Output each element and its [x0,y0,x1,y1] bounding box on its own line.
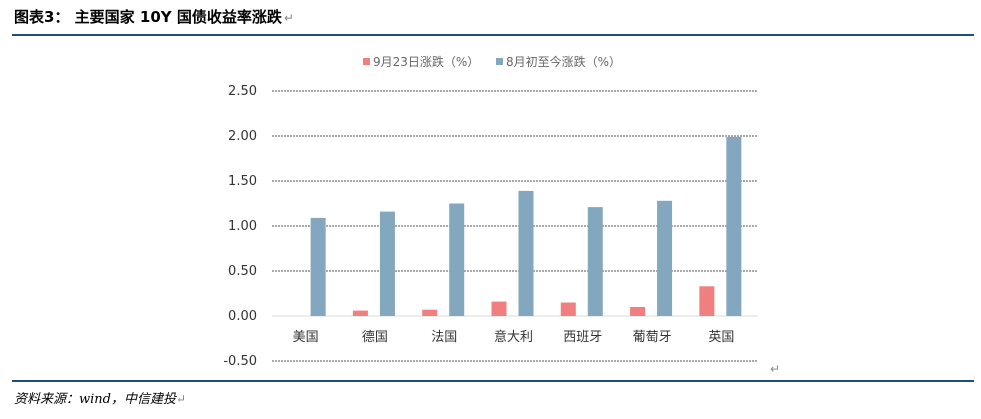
x-category-label: 葡萄牙 [633,330,672,345]
y-axis-labels: 2.50 2.00 1.50 1.00 0.50 0.00 -0.50 [223,84,257,369]
y-tick-label: 2.00 [228,129,257,144]
bar-series1 [352,310,368,316]
x-axis-labels: 美国 德国 法国 意大利 西班牙 葡萄牙 英国 [293,329,735,345]
legend-swatch [363,58,370,65]
legend-swatch [496,58,503,65]
x-category-label: 法国 [431,330,457,345]
bottom-rule [12,380,974,382]
legend-label: 9月23日涨跌（%） [373,54,479,69]
bar-series2 [379,211,395,316]
y-tick-label: 0.00 [228,309,257,324]
y-tick-label: -0.50 [223,354,257,369]
chart-legend: 9月23日涨跌（%） 8月初至今涨跌（%） [363,54,621,69]
top-rule [12,34,974,36]
x-category-label: 德国 [362,330,388,345]
bar-series1 [699,286,715,316]
end-return-mark: ↵ [770,362,781,376]
x-category-label: 西班牙 [563,330,602,345]
bar-series2 [587,207,603,316]
figure-title: 图表3： 主要国家 10Y 国债收益率涨跌 ↵ [14,6,294,27]
bar-series1 [560,302,576,316]
bar-series1 [630,307,646,316]
bar-series1 [491,301,507,316]
chart-grid [272,90,757,362]
y-tick-label: 1.00 [228,219,257,234]
y-tick-label: 0.50 [228,264,257,279]
bar-series2 [657,200,673,316]
x-category-label: 意大利 [494,329,533,345]
bar-series2 [449,203,465,316]
x-category-label: 英国 [708,330,734,345]
bar-series1 [422,309,438,316]
figure-title-text: 图表3： 主要国家 10Y 国债收益率涨跌 [14,8,282,26]
chart-bars [310,136,742,316]
y-tick-label: 1.50 [228,174,257,189]
x-category-label: 美国 [293,330,319,345]
source-return-mark: ↵ [175,392,187,406]
y-tick-label: 2.50 [228,84,257,99]
bar-series2 [518,190,534,316]
bar-series2 [726,136,742,316]
bar-series2 [310,217,326,316]
source-text: 资料来源：wind，中信建投 [14,392,176,407]
legend-label: 8月初至今涨跌（%） [506,54,621,69]
source-note: 资料来源：wind，中信建投↵ [14,388,186,407]
return-mark: ↵ [283,11,294,25]
